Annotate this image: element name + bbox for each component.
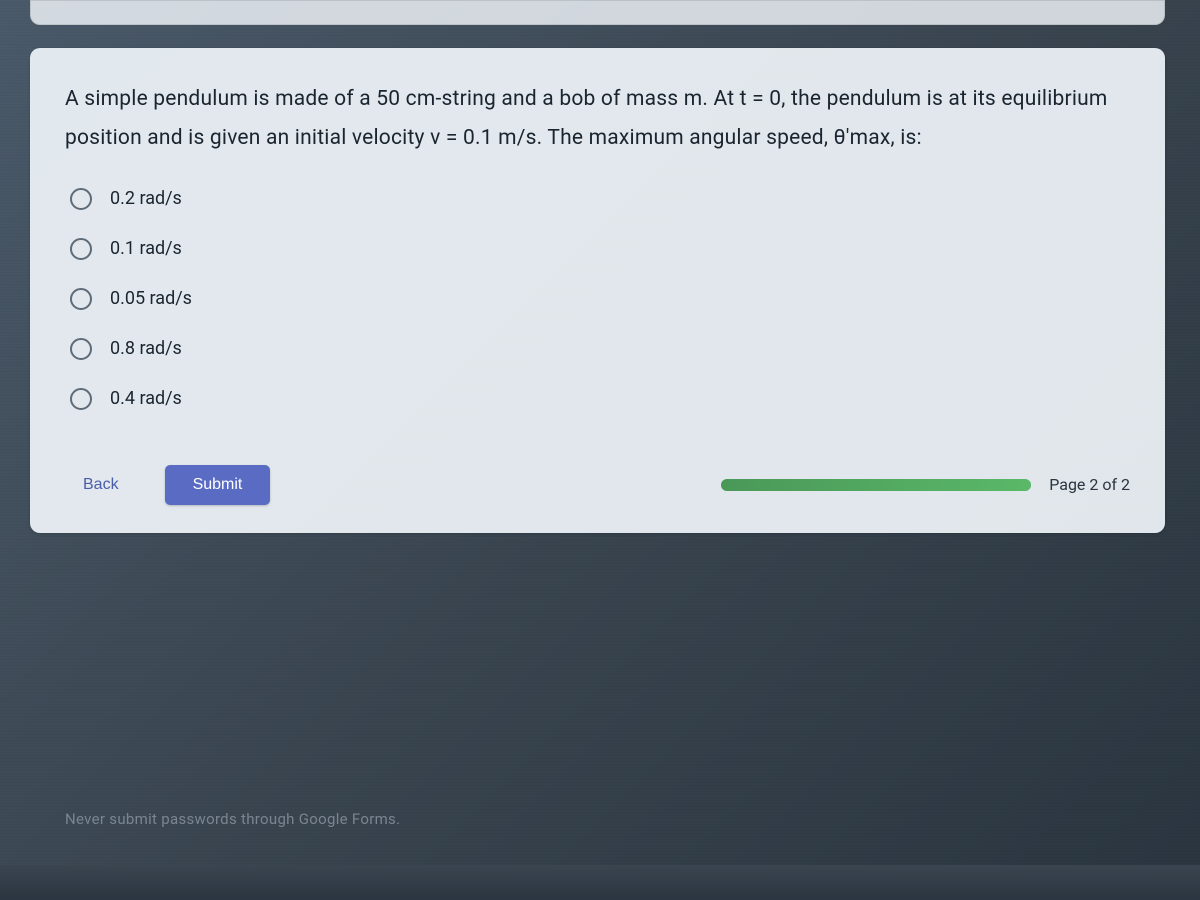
- option-label: 0.4 rad/s: [110, 388, 182, 409]
- option-row[interactable]: 0.8 rad/s: [70, 338, 1130, 360]
- option-row[interactable]: 0.2 rad/s: [70, 188, 1130, 210]
- radio-icon: [70, 388, 92, 410]
- options-group: 0.2 rad/s 0.1 rad/s 0.05 rad/s 0.8 rad/s…: [65, 188, 1130, 410]
- option-row[interactable]: 0.05 rad/s: [70, 288, 1130, 310]
- progress-fill: [721, 479, 1031, 491]
- option-row[interactable]: 0.1 rad/s: [70, 238, 1130, 260]
- radio-icon: [70, 338, 92, 360]
- progress-container: Page 2 of 2: [721, 475, 1130, 494]
- bottom-bar: [0, 865, 1200, 900]
- radio-icon: [70, 288, 92, 310]
- submit-button[interactable]: Submit: [165, 465, 271, 505]
- option-label: 0.05 rad/s: [110, 288, 192, 309]
- previous-card-edge: [30, 0, 1165, 25]
- option-label: 0.1 rad/s: [110, 238, 182, 259]
- option-label: 0.8 rad/s: [110, 338, 182, 359]
- option-label: 0.2 rad/s: [110, 188, 182, 209]
- radio-icon: [70, 188, 92, 210]
- page-indicator: Page 2 of 2: [1049, 475, 1130, 494]
- form-footer: Back Submit Page 2 of 2: [65, 465, 1130, 505]
- progress-bar: [721, 479, 1031, 491]
- question-card: A simple pendulum is made of a 50 cm-str…: [30, 48, 1165, 533]
- password-warning: Never submit passwords through Google Fo…: [65, 810, 400, 828]
- radio-icon: [70, 238, 92, 260]
- back-button[interactable]: Back: [65, 466, 137, 504]
- option-row[interactable]: 0.4 rad/s: [70, 388, 1130, 410]
- question-text: A simple pendulum is made of a 50 cm-str…: [65, 80, 1130, 158]
